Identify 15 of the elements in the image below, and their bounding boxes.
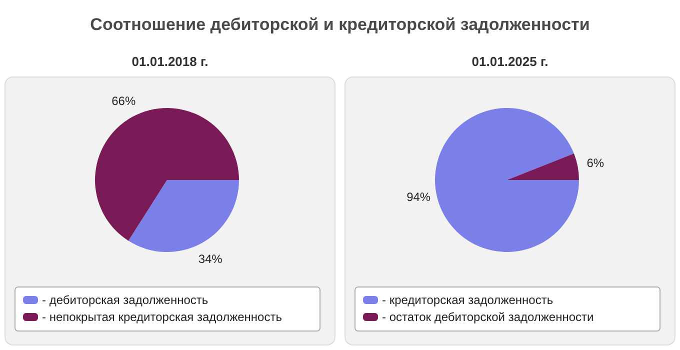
legend-label: - дебиторская задолженность — [42, 293, 208, 307]
pie-slice — [95, 108, 239, 241]
data-label: 94% — [406, 190, 431, 204]
legend-label: - непокрытая кредиторская задолженность — [42, 310, 282, 324]
data-label: 34% — [198, 252, 223, 266]
chart-title: Соотношение дебиторской и кредиторской задолженности — [90, 15, 590, 34]
pie-slice — [128, 180, 239, 252]
data-label: 66% — [112, 94, 136, 108]
legend-label: - кредиторская задолженность — [382, 293, 554, 307]
legend-label: - остаток дебиторской задолженности — [382, 310, 594, 324]
pie-slice — [435, 108, 579, 252]
chart-subtitle: 01.01.2018 г. — [132, 54, 208, 69]
pie-slice — [507, 153, 579, 180]
chart-subtitle: 01.01.2025 г. — [472, 54, 548, 69]
data-label: 6% — [586, 156, 604, 170]
